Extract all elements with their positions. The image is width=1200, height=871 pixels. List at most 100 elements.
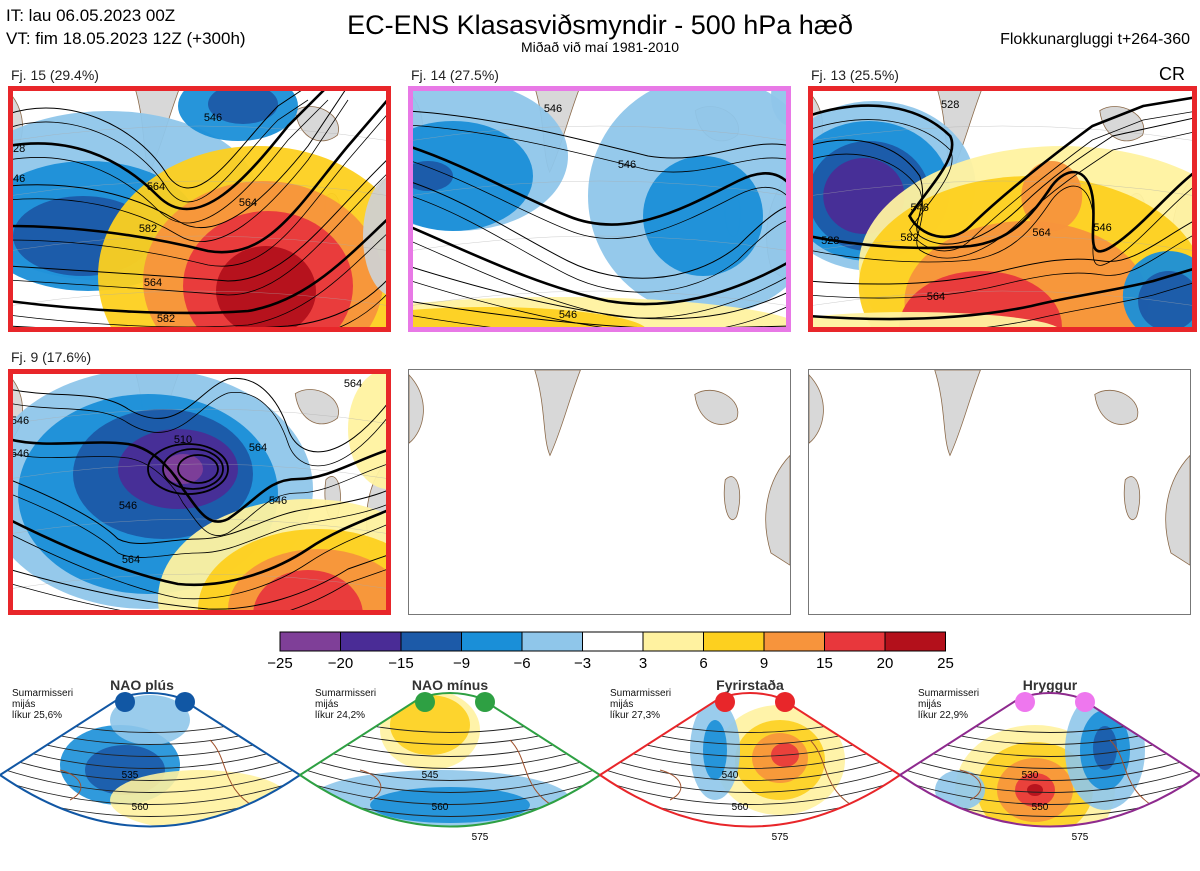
height-contour	[8, 478, 391, 544]
height-contour	[808, 110, 1197, 252]
colorbar-swatch	[279, 631, 341, 652]
height-contour	[600, 776, 900, 805]
canada-coast	[409, 374, 424, 444]
cluster-frame	[408, 86, 791, 332]
height-contour	[808, 281, 1197, 332]
colorbar-swatch	[400, 631, 462, 652]
graticule-line	[8, 125, 391, 142]
contour-label: 564	[239, 197, 257, 209]
anomaly-region	[408, 161, 453, 191]
height-contour	[408, 239, 791, 319]
graticule	[8, 408, 391, 590]
height-contour	[8, 215, 391, 315]
height-contour	[8, 86, 349, 228]
contour-label: 582	[900, 232, 918, 244]
colorbar-swatch	[642, 631, 704, 652]
land	[809, 370, 1190, 566]
regime-dot	[475, 692, 495, 712]
regime-map	[600, 693, 900, 827]
height-contour	[8, 377, 391, 453]
cluster-label: Fj. 9 (17.6%)	[11, 349, 92, 365]
height-contour	[408, 124, 791, 173]
regime-map	[300, 693, 600, 827]
anomaly-region	[1027, 784, 1043, 796]
regime-frame	[298, 692, 602, 828]
height-contour	[8, 567, 391, 615]
regime-map	[0, 693, 300, 827]
cluster-map-panel: 546 510 546 564 546 564 546 564	[8, 369, 391, 615]
height-contour	[900, 752, 1200, 781]
height-contour	[600, 824, 900, 827]
contour-label: 564	[927, 291, 945, 303]
contour-label: 528	[821, 235, 839, 247]
graticule-line	[8, 235, 391, 252]
height-contour	[808, 266, 1197, 321]
regime-probability: líkur 22,9%	[918, 710, 969, 721]
contour-label: 546	[559, 309, 577, 321]
height-contour	[8, 437, 391, 523]
height-contour	[408, 265, 791, 320]
regime-season: Sumarmisseri	[610, 688, 672, 699]
cluster-map-panel: 546 546 546	[408, 86, 791, 332]
cluster-frame	[8, 369, 391, 615]
regime-mean: mijás	[610, 699, 634, 710]
height-contour	[0, 752, 300, 781]
colorbar-tick-label: −25	[267, 655, 293, 672]
regime-season: Sumarmisseri	[315, 688, 377, 699]
graticule-line	[8, 290, 391, 307]
height-contour	[808, 232, 1197, 299]
cluster-map: 546 510 546 564 546 564 546 564	[8, 369, 391, 615]
empty-map	[409, 370, 790, 614]
colorbar-tick-label: 3	[638, 655, 648, 672]
height-contour	[8, 391, 391, 467]
regime-title: NAO plús	[110, 677, 174, 693]
height-contour	[408, 180, 791, 279]
regime-info: Sumarmisseri mijás líkur 25,6%	[12, 688, 73, 721]
canada-coast	[809, 374, 824, 444]
colorbar-swatch	[521, 631, 583, 652]
anomaly-region	[703, 720, 727, 780]
height-contour	[900, 776, 1200, 805]
regime-frame	[0, 692, 302, 828]
contour-label: 528	[941, 99, 959, 111]
cluster-map-panel: 528 546 564 582 564 582 564 546	[8, 86, 391, 332]
colorbar-swatch	[824, 631, 886, 652]
contour-label: 564	[344, 378, 362, 390]
regime-contour-label: 540	[722, 770, 739, 781]
height-contour	[8, 109, 391, 267]
anomaly-region	[1093, 726, 1117, 770]
anomaly-region	[348, 369, 391, 489]
cluster-map: 528 528 546 564 582 546 564	[808, 86, 1197, 332]
contour-label: 564	[147, 181, 165, 193]
regime-mean: mijás	[918, 699, 942, 710]
height-contour	[808, 116, 1197, 245]
regime-map	[900, 693, 1200, 827]
anomaly-region	[216, 246, 316, 332]
colorbar-tick-label: −3	[573, 655, 592, 672]
anomaly-region	[363, 176, 391, 296]
contour-label: 564	[144, 277, 162, 289]
height-contour	[8, 86, 329, 211]
contour-lines	[8, 86, 391, 332]
anomaly-region	[408, 121, 533, 231]
regime-contour-label: 535	[122, 770, 139, 781]
regime-probability: líkur 25,6%	[12, 710, 63, 721]
iceland	[1099, 106, 1145, 142]
height-contour	[0, 764, 300, 793]
anomaly-region	[208, 86, 278, 124]
graticule-line	[408, 125, 791, 142]
contour-label: 582	[157, 313, 175, 325]
graticule-line	[808, 290, 1197, 307]
colorbar-tick-label: 9	[759, 655, 769, 672]
anomaly-region	[1138, 271, 1197, 331]
contour-label: 564	[249, 442, 267, 454]
height-contour	[8, 155, 391, 282]
contour-label: 546	[11, 448, 29, 460]
regime-contour-label: 545	[422, 770, 439, 781]
cluster-frame	[808, 86, 1197, 332]
iceland	[294, 106, 339, 142]
scandinavia	[1165, 454, 1190, 566]
graticule	[8, 125, 391, 307]
regime-contour-label: 560	[432, 802, 449, 813]
